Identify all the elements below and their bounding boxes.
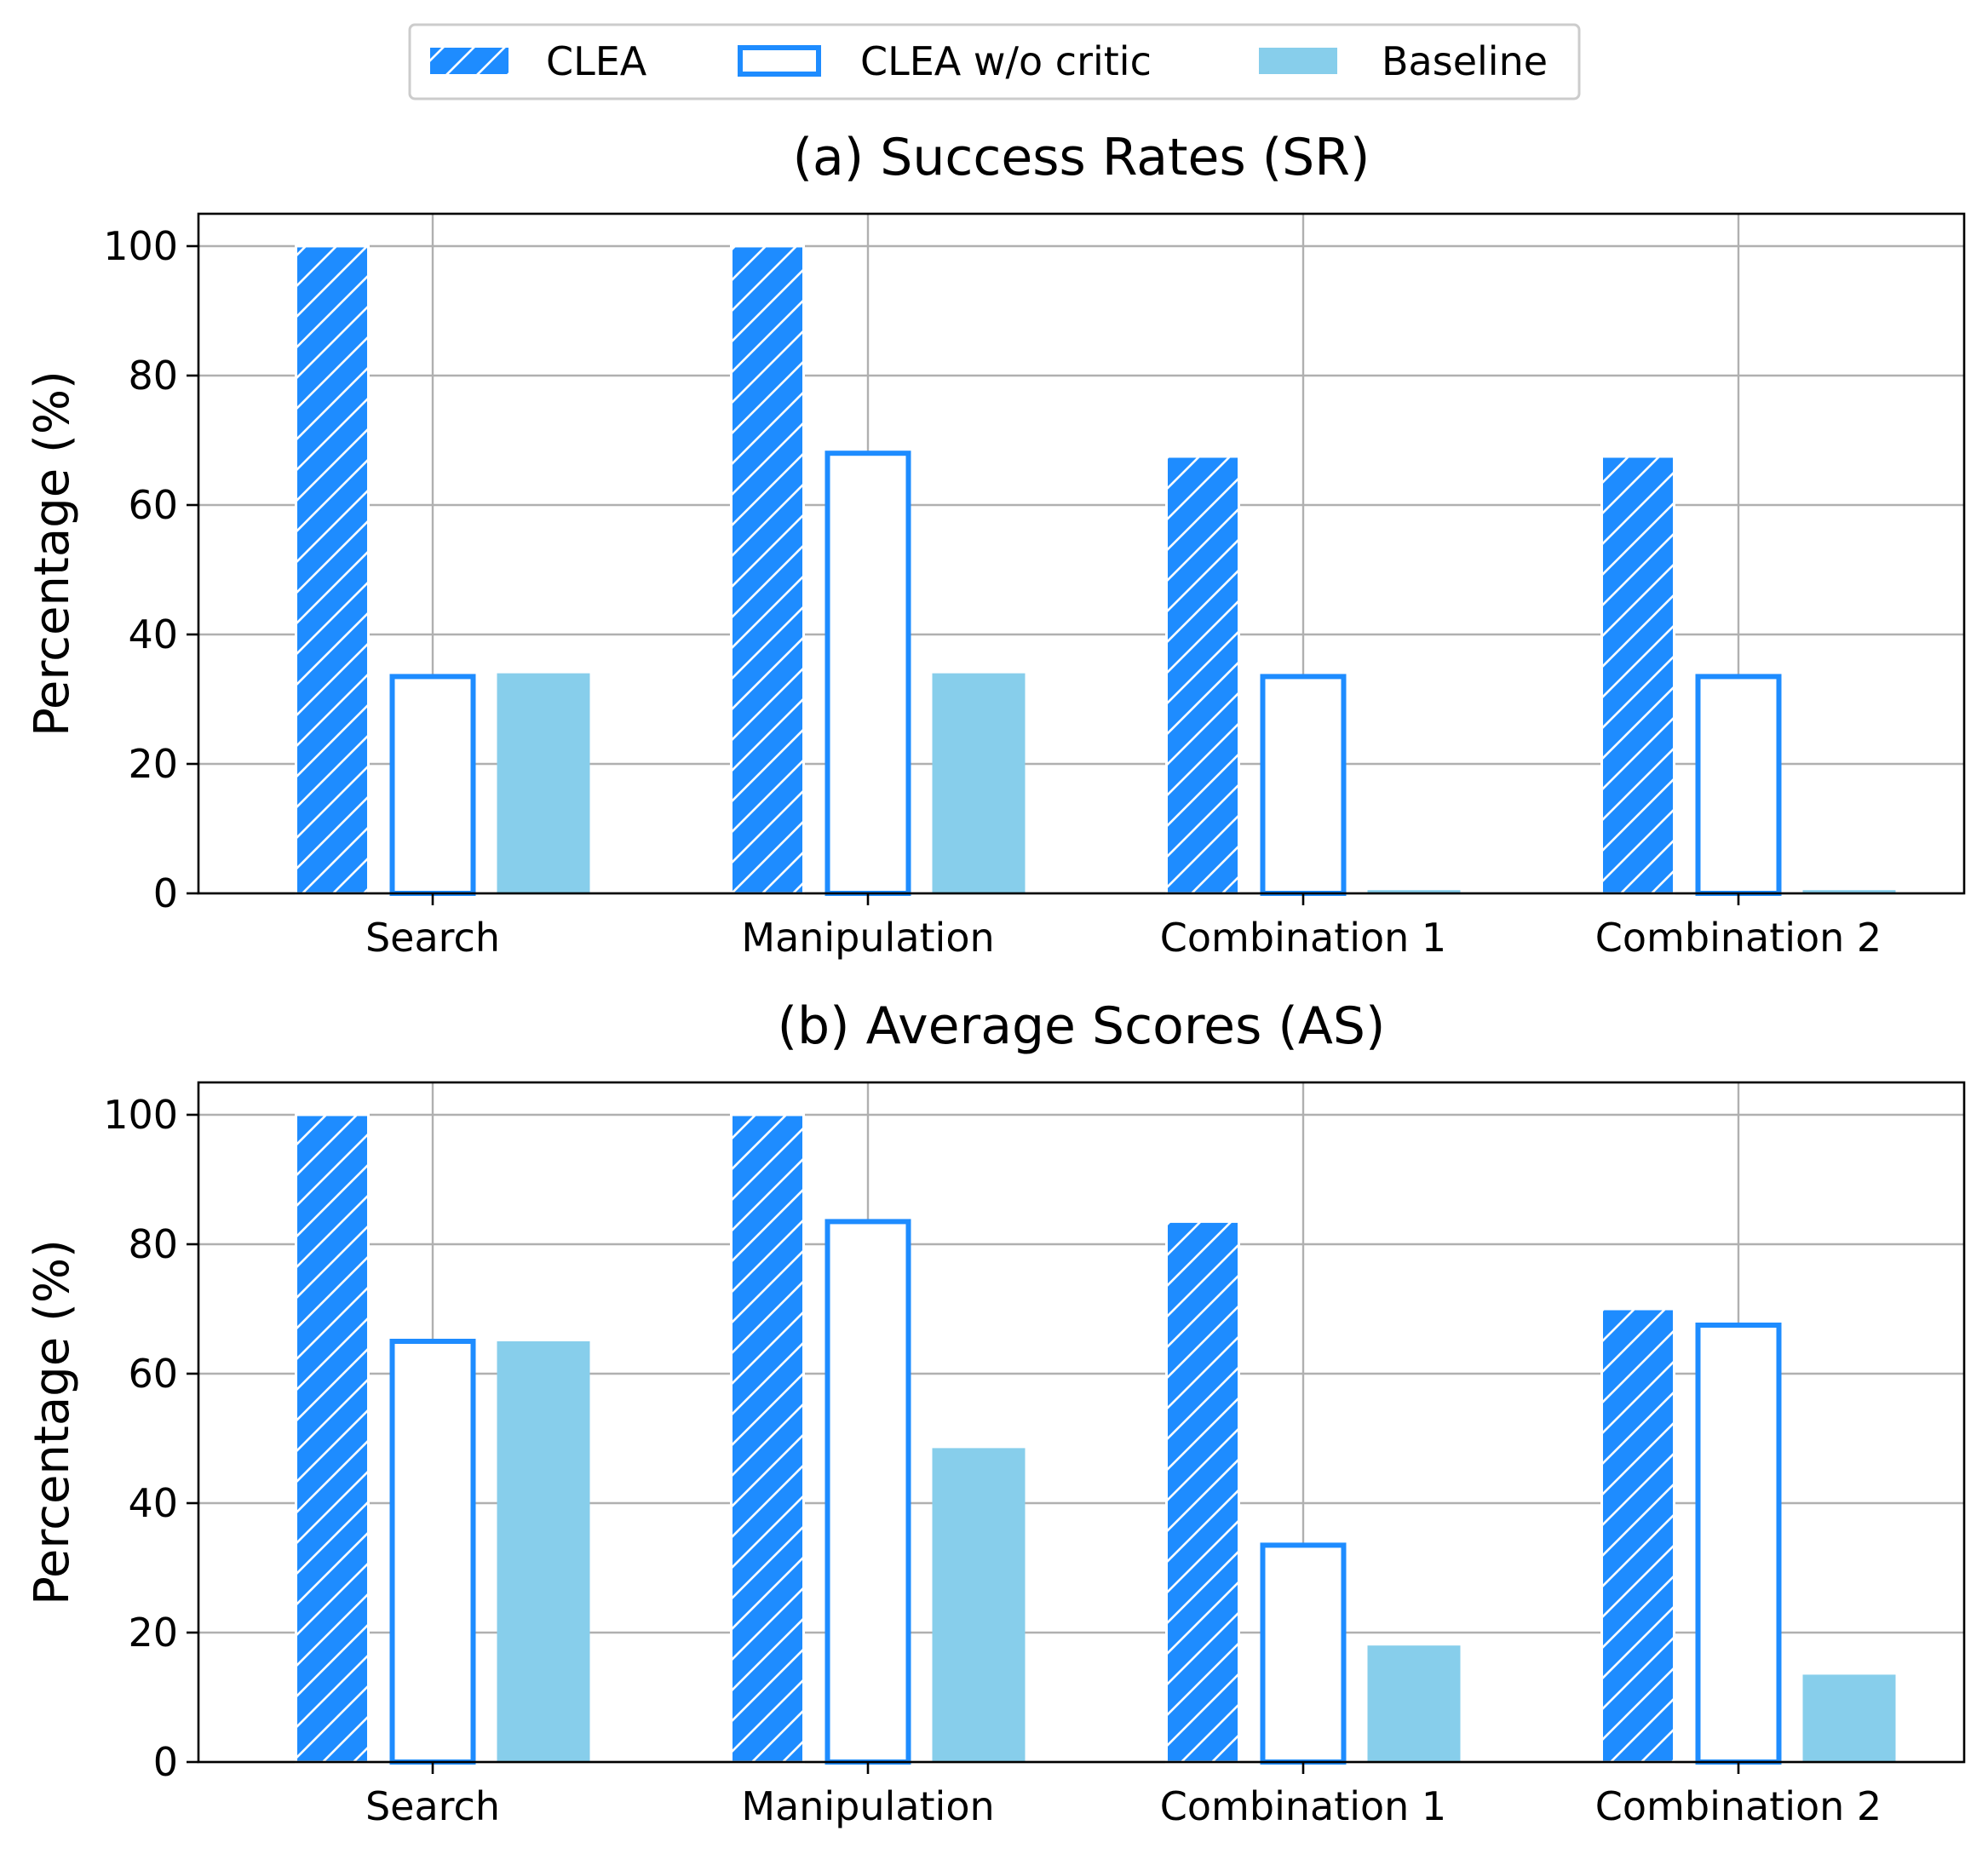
- axes-frame: [197, 212, 1966, 895]
- x-tick-label-combination-1: Combination 1: [1160, 1783, 1446, 1829]
- legend-label-clea-w-o-critic: CLEA w/o critic: [860, 38, 1152, 84]
- y-tick-label: 40: [128, 1480, 178, 1526]
- bar-baseline-manipulation: [932, 673, 1026, 893]
- legend-label-clea: CLEA: [546, 38, 647, 84]
- bar-baseline-combination-1: [1367, 1645, 1461, 1762]
- chart-average-scores: 0 20 40 60 80 100 Search Manipulation Combinatio…: [25, 996, 1966, 1829]
- bar-baseline-combination-1: [1367, 890, 1461, 893]
- y-axis-label: Percentage (%): [25, 370, 80, 737]
- bar-baseline-search: [497, 1341, 590, 1762]
- bar-baseline-search: [497, 673, 590, 893]
- y-tick-label: 100: [103, 223, 178, 269]
- bar-clea-combination-2: [1600, 1307, 1675, 1764]
- x-tick-label-search: Search: [365, 915, 500, 961]
- bar-baseline-combination-2: [1802, 1674, 1896, 1762]
- bar-clea-w-o-critic-combination-2: [1695, 674, 1782, 897]
- y-tick-label: 80: [128, 353, 178, 399]
- legend-swatch-clea-w-o-critic: [738, 45, 821, 77]
- y-tick-label: 0: [153, 1739, 178, 1785]
- x-tick-label-combination-2: Combination 2: [1595, 1783, 1882, 1829]
- bar-clea-combination-2: [1600, 455, 1675, 895]
- bar-clea-w-o-critic-combination-1: [1260, 674, 1347, 897]
- y-tick-label: 100: [103, 1092, 178, 1138]
- bar-clea-combination-1: [1165, 455, 1240, 895]
- y-tick-label: 20: [128, 1610, 178, 1656]
- legend-swatch-baseline: [1259, 48, 1337, 74]
- bar-clea-w-o-critic-combination-1: [1260, 1542, 1347, 1765]
- y-tick-label: 0: [153, 870, 178, 916]
- x-tick-label-manipulation: Manipulation: [741, 915, 994, 961]
- legend-swatch-clea: [430, 48, 508, 74]
- bar-clea-w-o-critic-manipulation: [825, 451, 911, 896]
- bar-clea-manipulation: [730, 244, 805, 895]
- x-tick-label-combination-2: Combination 2: [1595, 915, 1882, 961]
- bar-clea-manipulation: [730, 1113, 805, 1764]
- x-tick-label-search: Search: [365, 1783, 500, 1829]
- legend-box: [408, 23, 1581, 100]
- chart-success-rates: 0 20 40 60 80 100 Search Manipulation Combinatio…: [25, 128, 1966, 961]
- bar-clea-search: [295, 244, 370, 895]
- x-tick-label-manipulation: Manipulation: [741, 1783, 994, 1829]
- y-axis-label: Percentage (%): [25, 1239, 80, 1605]
- legend-label-baseline: Baseline: [1382, 38, 1548, 84]
- bar-clea-w-o-critic-search: [389, 1339, 476, 1765]
- y-tick-label: 60: [128, 1351, 178, 1397]
- y-tick-label: 20: [128, 741, 178, 787]
- bar-clea-combination-1: [1165, 1220, 1240, 1764]
- bar-baseline-manipulation: [932, 1448, 1026, 1762]
- bar-baseline-combination-2: [1802, 890, 1896, 893]
- y-tick-label: 40: [128, 611, 178, 657]
- y-tick-label: 80: [128, 1221, 178, 1267]
- y-tick-label: 60: [128, 482, 178, 528]
- chart-title: (b) Average Scores (AS): [778, 996, 1386, 1056]
- legend: CLEA CLEA w/o critic Baseline: [408, 23, 1581, 100]
- x-tick-label-combination-1: Combination 1: [1160, 915, 1446, 961]
- chart-title: (a) Success Rates (SR): [793, 128, 1370, 187]
- bar-clea-search: [295, 1113, 370, 1764]
- bar-clea-w-o-critic-manipulation: [825, 1219, 911, 1765]
- bar-clea-w-o-critic-combination-2: [1695, 1323, 1782, 1765]
- axes-frame: [197, 1081, 1966, 1764]
- bar-clea-w-o-critic-search: [389, 674, 476, 897]
